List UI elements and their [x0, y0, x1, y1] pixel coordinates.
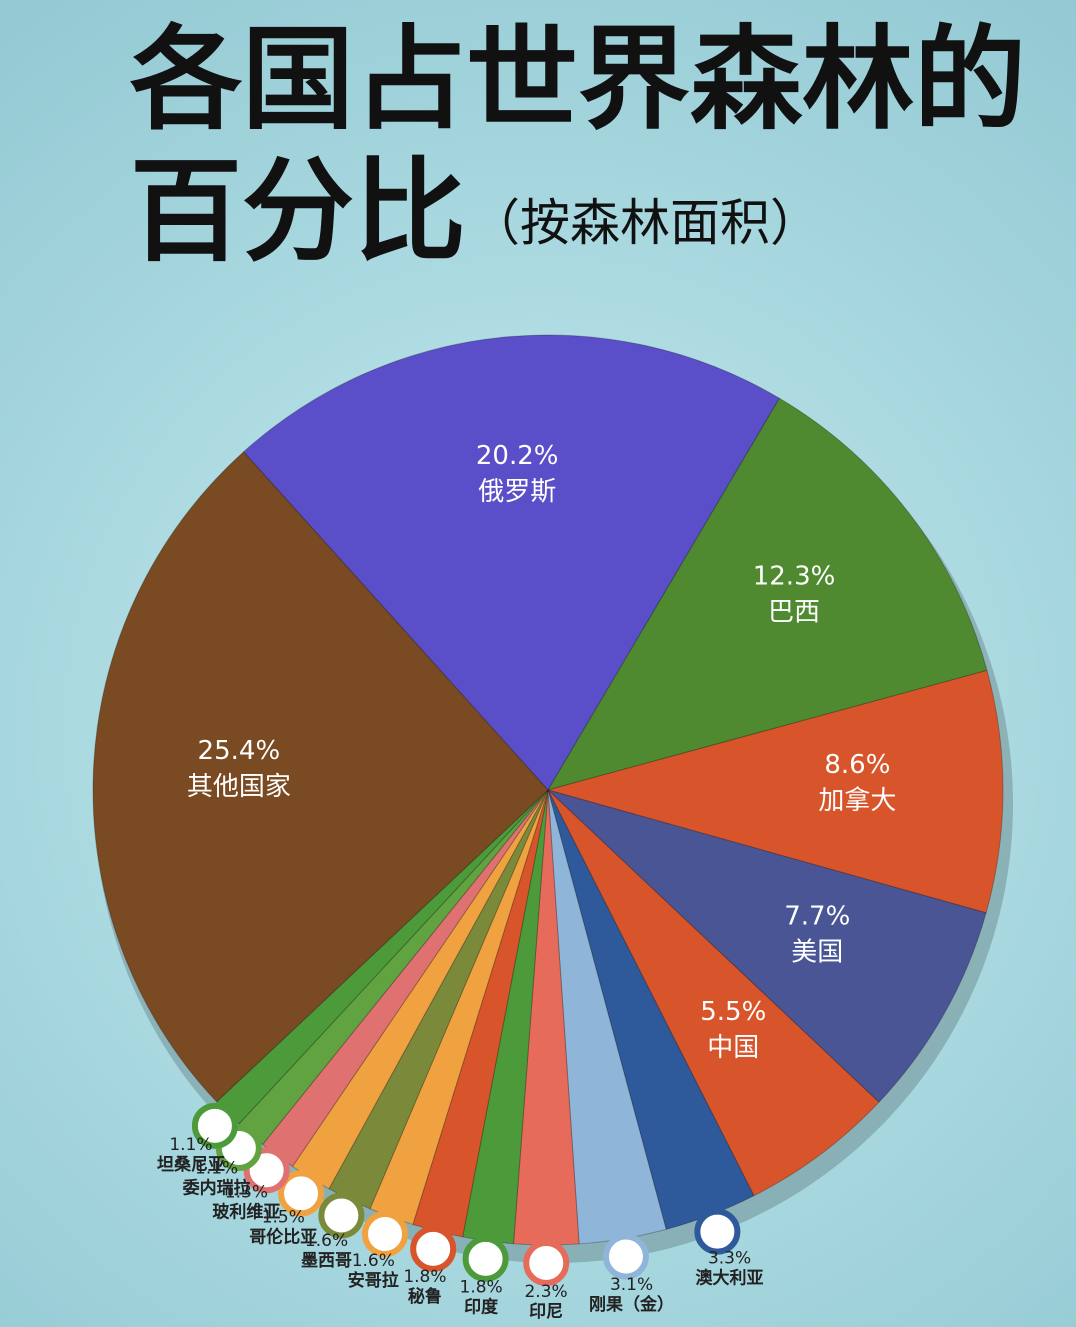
slice-name-label: 安哥拉	[348, 1270, 399, 1291]
slice-name-label: 哥伦比亚	[249, 1226, 317, 1247]
slice-name-label: 玻利维亚	[212, 1202, 280, 1223]
slice-value-label: 5.5%	[700, 997, 766, 1027]
flag-icon	[191, 1102, 238, 1149]
slice-name-label: 其他国家	[187, 772, 291, 802]
slice-value-label: 20.2%	[476, 441, 559, 471]
slice-name-label: 中国	[707, 1033, 759, 1063]
slice-name-label: 刚果（金）	[589, 1294, 674, 1315]
slice-value-label: 3.1%	[610, 1275, 653, 1295]
slice-value-label: 1.1%	[195, 1159, 238, 1179]
slice-name-label: 美国	[791, 937, 843, 967]
slice-value-label: 1.6%	[352, 1251, 395, 1271]
slice-name-label: 秘鲁	[408, 1286, 442, 1307]
slice-value-label: 1.3%	[225, 1183, 268, 1203]
chart-title: 百分比	[130, 147, 466, 277]
slice-value-label: 2.3%	[524, 1282, 567, 1302]
flag-icon	[362, 1211, 409, 1258]
slice-name-label: 加拿大	[818, 786, 896, 816]
slice-value-label: 1.8%	[403, 1267, 446, 1287]
slice-name-label: 印度	[464, 1297, 499, 1318]
slice-value-label: 8.6%	[824, 750, 890, 780]
flag-icon	[694, 1208, 741, 1255]
pie-slice	[546, 397, 988, 791]
slice-name-label: 俄罗斯	[478, 477, 556, 507]
slice-value-label: 3.3%	[708, 1248, 751, 1268]
flag-icon	[278, 1170, 325, 1217]
pie-slice	[242, 334, 781, 791]
flag-icon	[318, 1192, 365, 1239]
slice-name-label: 墨西哥	[301, 1251, 352, 1271]
flag-icon	[523, 1239, 570, 1286]
pie-slice	[546, 669, 1004, 914]
pie-slice	[92, 451, 549, 1103]
slice-value-label: 25.4%	[198, 736, 281, 766]
chart-subtitle: （按森林面积）	[470, 194, 820, 252]
slice-name-label: 委内瑞拉	[182, 1178, 251, 1199]
slice-value-label: 1.8%	[460, 1278, 503, 1298]
slice-value-label: 1.1%	[169, 1135, 212, 1155]
slice-name-label: 坦桑尼亚	[157, 1155, 225, 1175]
flag-icon	[602, 1233, 649, 1280]
slice-value-label: 1.6%	[305, 1231, 348, 1251]
slice-name-label: 澳大利亚	[696, 1267, 764, 1288]
pie-slice	[547, 789, 987, 1103]
flag-icon	[462, 1235, 509, 1282]
slice-value-label: 12.3%	[753, 561, 836, 591]
flag-icon	[410, 1225, 457, 1272]
slice-name-label: 印尼	[529, 1302, 563, 1322]
slice-value-label: 1.5%	[262, 1207, 305, 1227]
slice-name-label: 巴西	[768, 597, 820, 627]
slice-value-label: 7.7%	[784, 901, 850, 931]
pie-slice	[547, 789, 880, 1197]
chart-title: 各国占世界森林的	[130, 15, 1026, 145]
